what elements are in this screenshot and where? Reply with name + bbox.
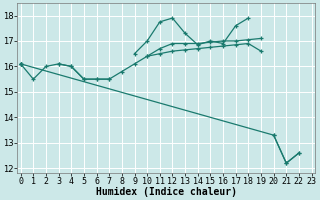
X-axis label: Humidex (Indice chaleur): Humidex (Indice chaleur) xyxy=(96,187,236,197)
